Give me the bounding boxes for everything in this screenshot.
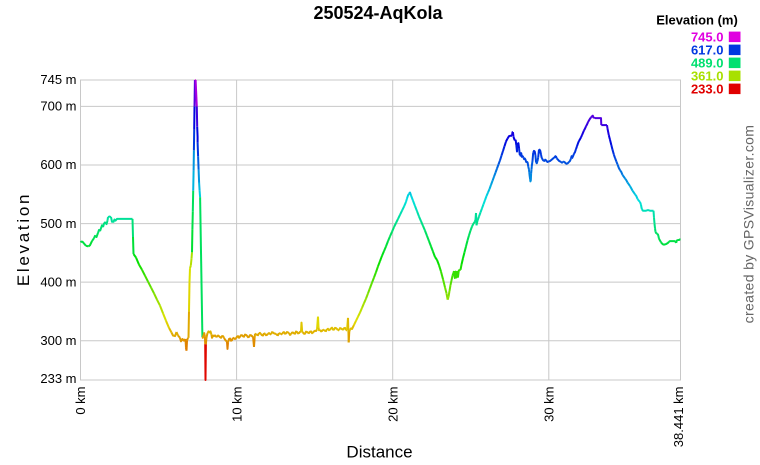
svg-text:745 m: 745 m (40, 72, 76, 87)
svg-text:30 km: 30 km (542, 387, 557, 422)
svg-text:Elevation: Elevation (14, 192, 33, 286)
svg-text:361.0: 361.0 (691, 68, 724, 83)
svg-text:617.0: 617.0 (691, 42, 724, 57)
svg-text:489.0: 489.0 (691, 55, 724, 70)
svg-text:300 m: 300 m (40, 333, 76, 348)
svg-text:created by GPSVisualizer.com: created by GPSVisualizer.com (741, 125, 757, 324)
svg-text:745.0: 745.0 (691, 29, 724, 44)
svg-text:500 m: 500 m (40, 216, 76, 231)
svg-text:38.441 km: 38.441 km (671, 387, 686, 448)
svg-text:Distance: Distance (346, 443, 412, 461)
svg-text:250524-AqKola: 250524-AqKola (313, 3, 443, 23)
svg-text:Elevation (m): Elevation (m) (656, 13, 738, 28)
svg-text:600 m: 600 m (40, 157, 76, 172)
svg-text:700 m: 700 m (40, 99, 76, 114)
svg-text:233 m: 233 m (40, 371, 76, 386)
svg-text:233.0: 233.0 (691, 81, 724, 96)
svg-text:400 m: 400 m (40, 274, 76, 289)
svg-text:20 km: 20 km (385, 387, 400, 422)
svg-text:0 km: 0 km (73, 387, 88, 415)
svg-text:10 km: 10 km (229, 387, 244, 422)
